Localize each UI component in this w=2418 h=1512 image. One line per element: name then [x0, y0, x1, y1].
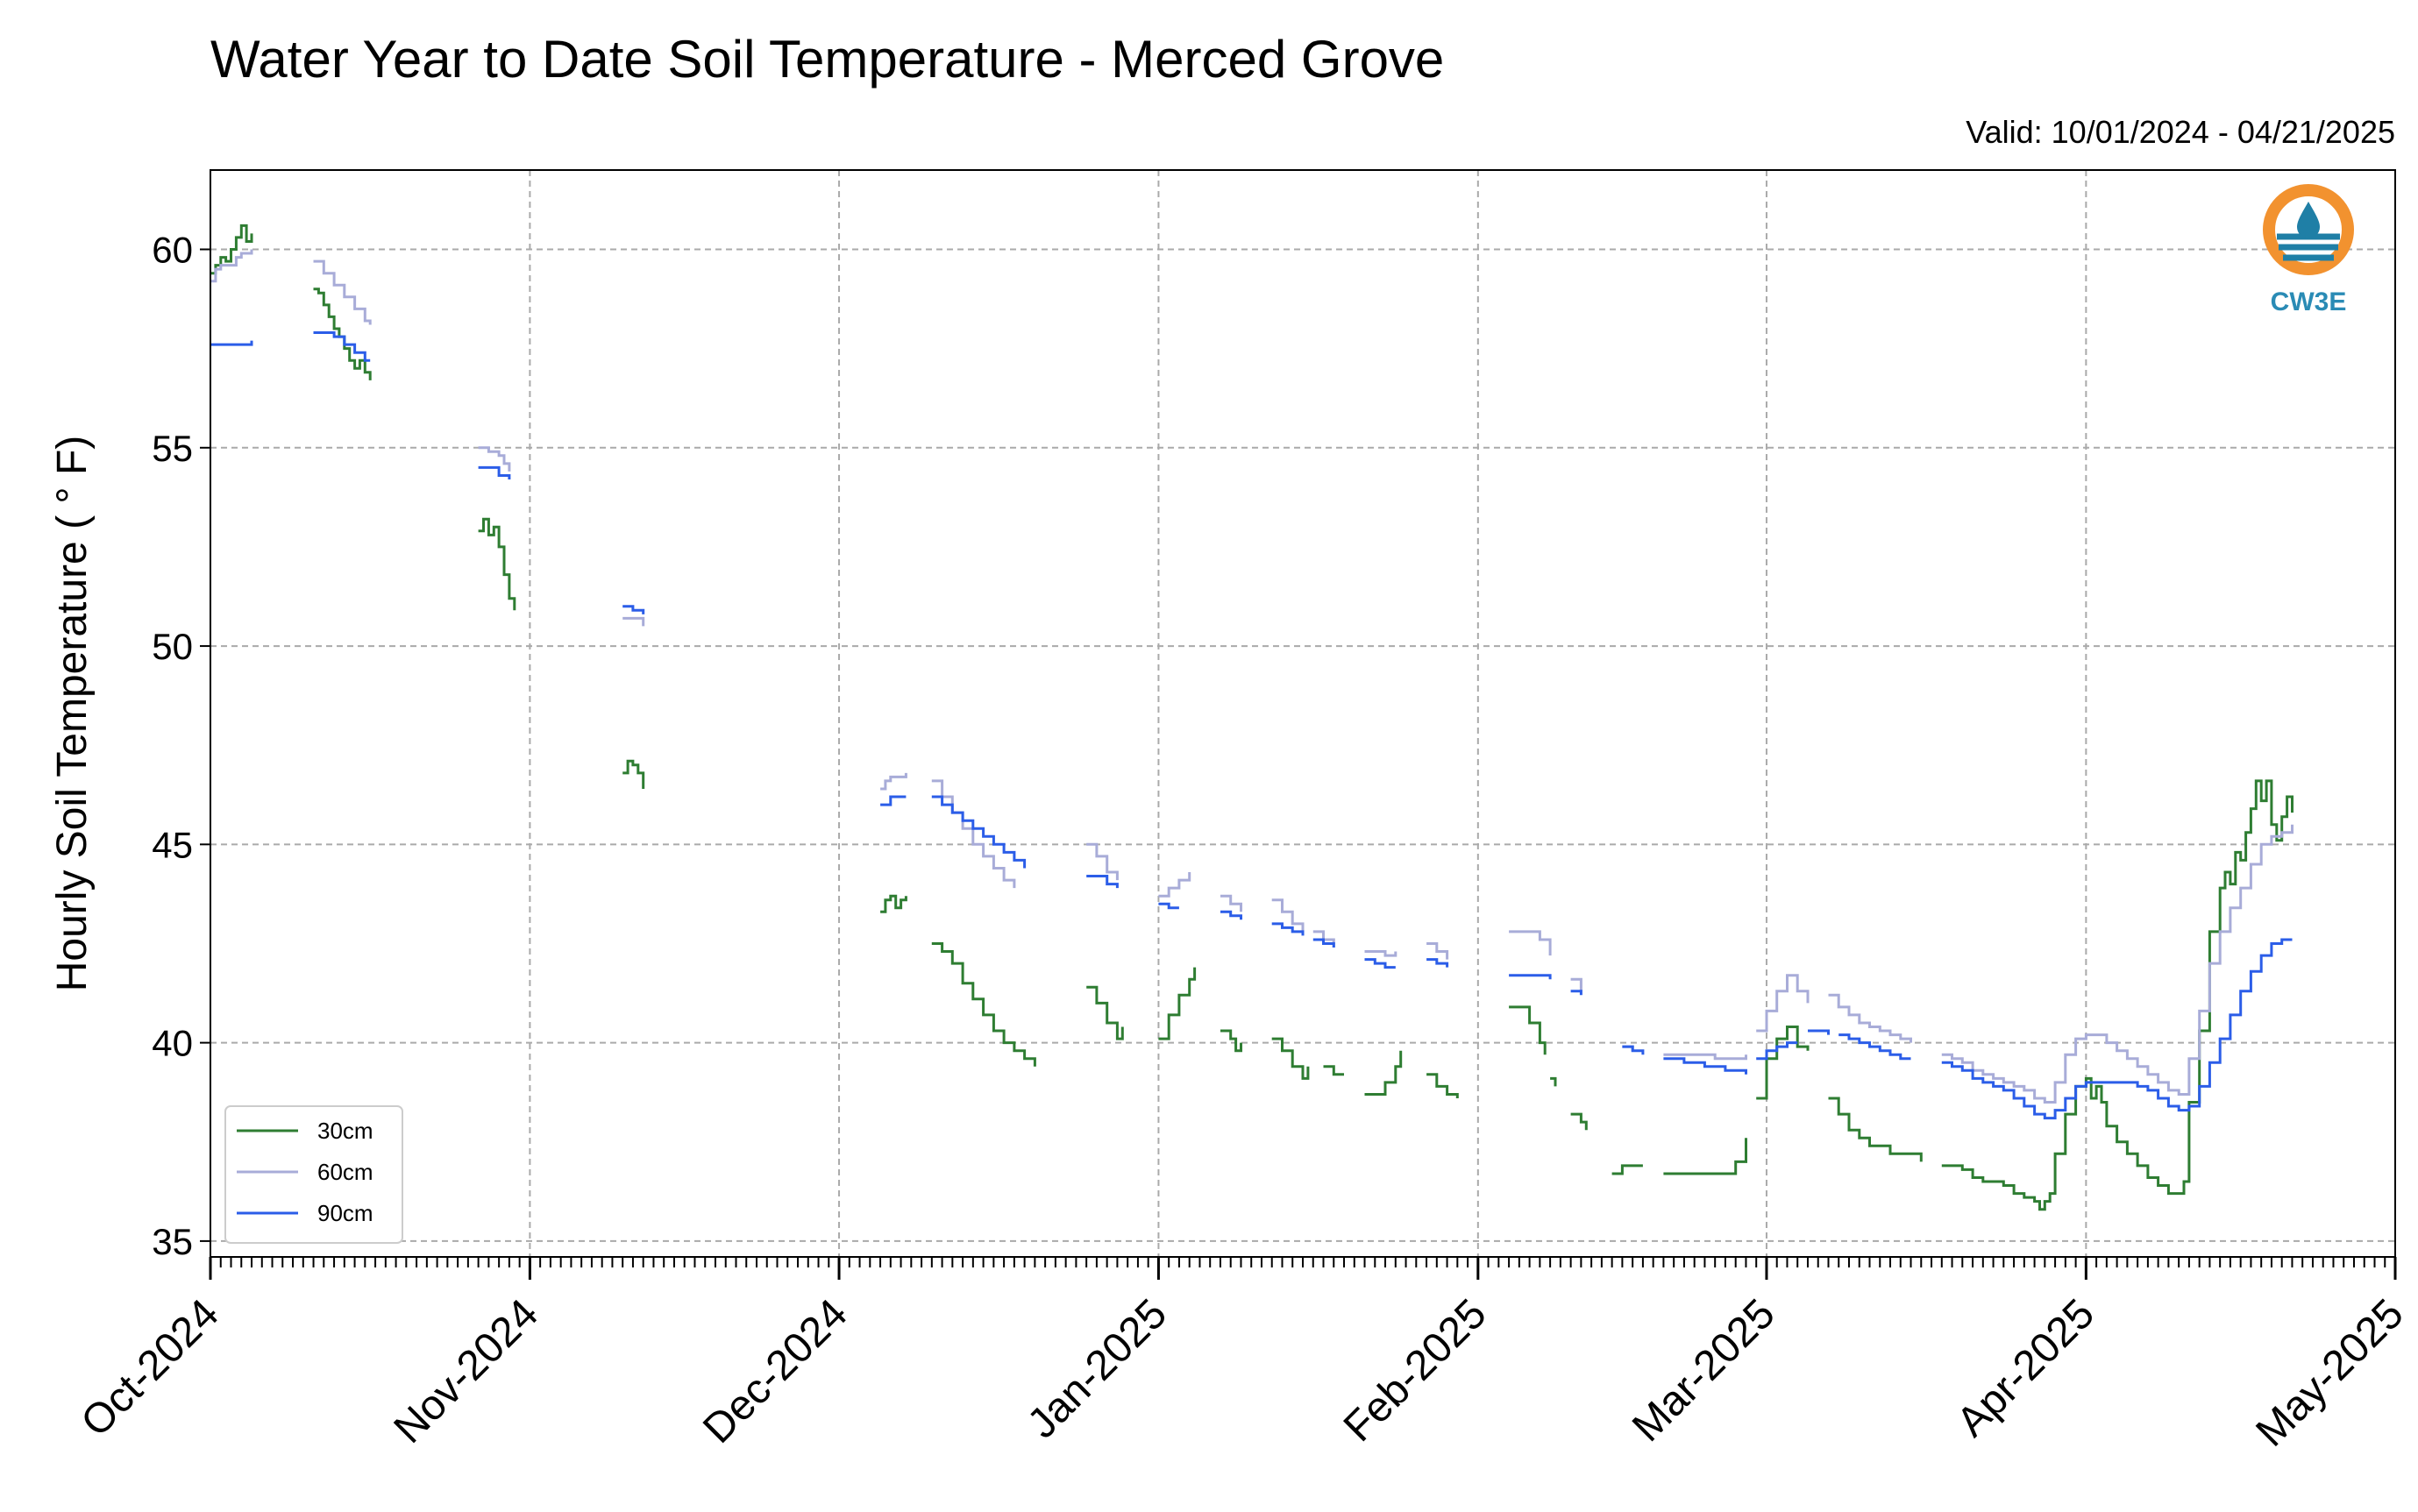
- legend-box: [224, 1105, 403, 1244]
- series-line-30cm: [478, 517, 516, 611]
- legend-label: 60cm: [317, 1159, 373, 1185]
- series-line-90cm: [478, 465, 511, 479]
- series-line-90cm: [622, 605, 645, 614]
- series-line-60cm: [622, 616, 645, 627]
- y-tick-label: 35: [152, 1221, 193, 1262]
- chart-title: Water Year to Date Soil Temperature - Me…: [210, 30, 1444, 89]
- series-line-90cm: [1756, 1041, 1798, 1061]
- series-line-60cm: [210, 249, 253, 283]
- series-line-90cm: [210, 340, 253, 346]
- series-line-30cm: [880, 894, 907, 913]
- series-line-30cm: [1271, 1037, 1310, 1080]
- series-90cm: [210, 331, 2293, 1120]
- series-line-30cm: [210, 224, 253, 275]
- series-line-30cm: [1323, 1065, 1344, 1076]
- series-line-60cm: [1364, 950, 1397, 957]
- y-tick-label: 40: [152, 1023, 193, 1064]
- series-line-30cm: [1570, 1112, 1588, 1131]
- series-line-30cm: [1426, 1073, 1459, 1098]
- series-line-90cm: [1509, 974, 1552, 980]
- series-line-90cm: [931, 795, 1027, 869]
- series-line-90cm: [313, 331, 371, 362]
- series-line-60cm: [1509, 930, 1552, 956]
- series-line-90cm: [1570, 990, 1582, 996]
- series-line-90cm: [1663, 1057, 1747, 1075]
- logo-water-drop-icon: [2297, 202, 2320, 238]
- series-line-30cm: [1611, 1164, 1643, 1175]
- series-line-30cm: [1509, 1005, 1547, 1055]
- series-line-60cm: [880, 772, 907, 791]
- series-line-60cm: [1663, 1053, 1747, 1061]
- series-line-90cm: [880, 795, 907, 806]
- series-line-60cm: [1570, 977, 1582, 991]
- y-tick-label: 60: [152, 230, 193, 271]
- series-lines: [210, 224, 2294, 1211]
- series-line-90cm: [1220, 910, 1242, 920]
- series-line-90cm: [1271, 922, 1305, 936]
- series-line-60cm: [478, 446, 511, 472]
- series-line-90cm: [1364, 958, 1396, 969]
- series-line-30cm: [1663, 1138, 1747, 1175]
- series-line-30cm: [1220, 1029, 1242, 1053]
- series-line-60cm: [1271, 898, 1305, 936]
- series-line-30cm: [1756, 1026, 1810, 1100]
- y-axis: 35 40 45 50 55 60: [152, 230, 210, 1262]
- series-line-90cm: [1941, 938, 2293, 1120]
- series-line-30cm: [1941, 779, 2294, 1211]
- series-line-90cm: [1158, 902, 1179, 910]
- legend-label: 30cm: [317, 1118, 373, 1144]
- series-line-30cm: [622, 759, 645, 789]
- series-line-60cm: [313, 259, 372, 325]
- logo-text: CW3E: [2271, 287, 2347, 316]
- cw3e-logo: CW3E: [2263, 184, 2354, 316]
- series-line-30cm: [931, 942, 1036, 1067]
- y-tick-label: 50: [152, 626, 193, 667]
- series-line-30cm: [1828, 1097, 1923, 1162]
- series-line-30cm: [1550, 1076, 1557, 1087]
- y-axis-label: Hourly Soil Temperature ( ° F): [49, 436, 96, 992]
- series-line-60cm: [931, 779, 1016, 889]
- series-line-30cm: [1086, 985, 1124, 1040]
- series-line-30cm: [1158, 967, 1197, 1040]
- series-line-60cm: [1941, 824, 2294, 1104]
- series-line-90cm: [1622, 1045, 1645, 1055]
- series-line-90cm: [1838, 1033, 1911, 1061]
- series-line-30cm: [1364, 1050, 1403, 1096]
- logo-ring-icon: [2263, 184, 2354, 275]
- series-line-60cm: [1828, 993, 1912, 1043]
- legend: 30cm 60cm 90cm: [224, 1105, 403, 1244]
- series-line-60cm: [1220, 894, 1242, 912]
- series-line-60cm: [1756, 974, 1810, 1033]
- series-30cm: [210, 224, 2294, 1211]
- y-tick-label: 55: [152, 428, 193, 469]
- y-tick-label: 45: [152, 824, 193, 865]
- series-line-60cm: [1426, 942, 1449, 960]
- series-line-60cm: [1158, 872, 1191, 898]
- chart-subtitle: Valid: 10/01/2024 - 04/21/2025: [1966, 114, 2395, 150]
- series-line-60cm: [1086, 842, 1119, 881]
- series-line-90cm: [1086, 875, 1119, 889]
- series-line-90cm: [1312, 938, 1335, 948]
- legend-label: 90cm: [317, 1200, 373, 1226]
- series-line-90cm: [1426, 958, 1449, 968]
- series-line-90cm: [1808, 1029, 1830, 1035]
